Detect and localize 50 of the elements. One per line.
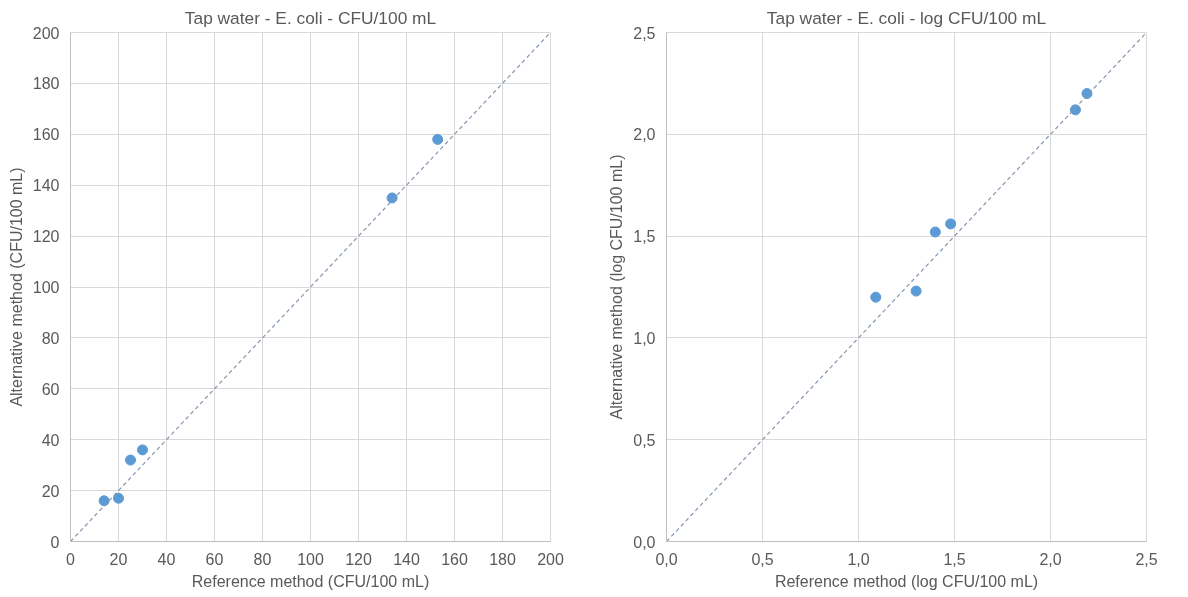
x-tick-label: 180 [489,550,516,568]
y-tick-label: 20 [41,482,60,500]
x-tick-label: 60 [205,550,224,568]
y-tick-label: 80 [41,329,60,347]
y-tick-label: 60 [41,380,60,398]
chart-title: Tap water - E. coli - log CFU/100 mL [766,7,1047,28]
point [870,291,882,303]
x-tick-label: 120 [345,550,372,568]
y-tick-label: 0,5 [633,431,656,449]
point [386,192,398,204]
y-tick-label: 140 [32,177,60,195]
y-axis-title: Alternative method (CFU/100 mL) [7,167,25,407]
y-tick-label: 200 [32,24,60,42]
x-tick-label: 20 [109,550,128,568]
chart-title: Tap water - E. coli - CFU/100 mL [184,7,437,28]
x-tick-label: 1,0 [847,550,870,568]
x-tick-label: 1,5 [943,550,966,568]
point [432,133,444,145]
y-tick-label: 0 [50,533,60,551]
y-axis-title: Alternative method (log CFU/100 mL) [608,154,626,420]
y-tick-label: 40 [41,431,60,449]
x-tick-label: 0,0 [655,550,678,568]
point [125,454,136,466]
point [113,492,124,504]
y-tick-label: 1,0 [633,329,656,347]
point [945,218,957,230]
y-tick-label: 2,0 [633,126,656,144]
y-tick-label: 160 [32,126,60,144]
x-tick-label: 200 [537,550,564,568]
x-tick-label: 40 [157,550,176,568]
x-tick-label: 100 [297,550,324,568]
x-axis-title: Reference method (CFU/100 mL) [191,572,430,590]
x-tick-label: 80 [253,550,272,568]
x-tick-label: 2,5 [1135,550,1158,568]
x-tick-label: 2,0 [1039,550,1062,568]
y-tick-label: 100 [32,279,60,296]
x-tick-label: 0 [66,550,76,568]
x-tick-label: 140 [393,550,420,568]
point [929,226,941,238]
y-tick-label: 1,5 [633,228,656,246]
y-tick-label: 180 [32,75,60,93]
x-tick-label: 160 [441,550,468,568]
point [98,495,110,507]
y-tick-label: 0,0 [633,533,656,551]
point [910,285,922,297]
y-tick-label: 120 [32,228,60,246]
y-tick-label: 2,5 [633,24,656,42]
x-tick-label: 0,5 [751,550,774,568]
x-axis-title: Reference method (log CFU/100 mL) [774,572,1039,590]
point [137,444,148,456]
